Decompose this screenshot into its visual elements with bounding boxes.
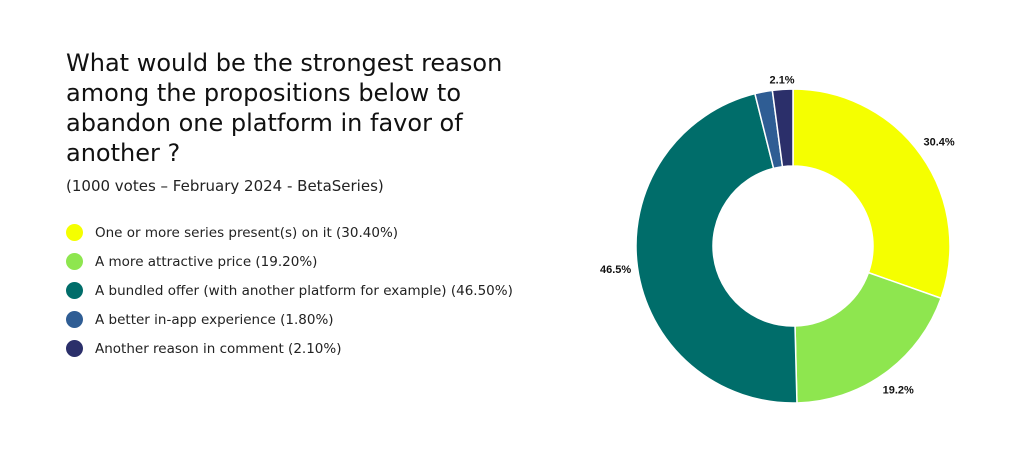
legend-swatch-icon	[66, 224, 83, 241]
legend-item: A better in-app experience (1.80%)	[66, 305, 513, 334]
legend-swatch-icon	[66, 282, 83, 299]
legend-swatch-icon	[66, 311, 83, 328]
donut-slice	[794, 271, 943, 404]
legend-label: A bundled offer (with another platform f…	[95, 282, 513, 299]
slice-data-label: 46.5%	[600, 264, 631, 276]
donut-slice	[635, 92, 798, 404]
legend-label: A more attractive price (19.20%)	[95, 253, 318, 270]
donut-slice	[792, 88, 951, 300]
slice-data-label: 19.2%	[883, 385, 914, 397]
donut-chart: 30.4% 19.2% 46.5% 2.1%	[600, 74, 955, 404]
chart-subtitle: (1000 votes – February 2024 - BetaSeries…	[66, 177, 384, 195]
legend-item: Another reason in comment (2.10%)	[66, 334, 513, 363]
slice-data-label: 30.4%	[924, 137, 955, 149]
legend-item: A bundled offer (with another platform f…	[66, 276, 513, 305]
legend-swatch-icon	[66, 340, 83, 357]
legend-label: Another reason in comment (2.10%)	[95, 340, 342, 357]
legend-item: A more attractive price (19.20%)	[66, 247, 513, 276]
legend-label: A better in-app experience (1.80%)	[95, 311, 334, 328]
legend-item: One or more series present(s) on it (30.…	[66, 218, 513, 247]
chart-legend: One or more series present(s) on it (30.…	[66, 218, 513, 363]
legend-swatch-icon	[66, 253, 83, 270]
slice-data-label: 2.1%	[770, 74, 795, 86]
chart-title: What would be the strongest reason among…	[66, 49, 503, 167]
donut-slice	[771, 88, 794, 168]
legend-label: One or more series present(s) on it (30.…	[95, 224, 399, 241]
